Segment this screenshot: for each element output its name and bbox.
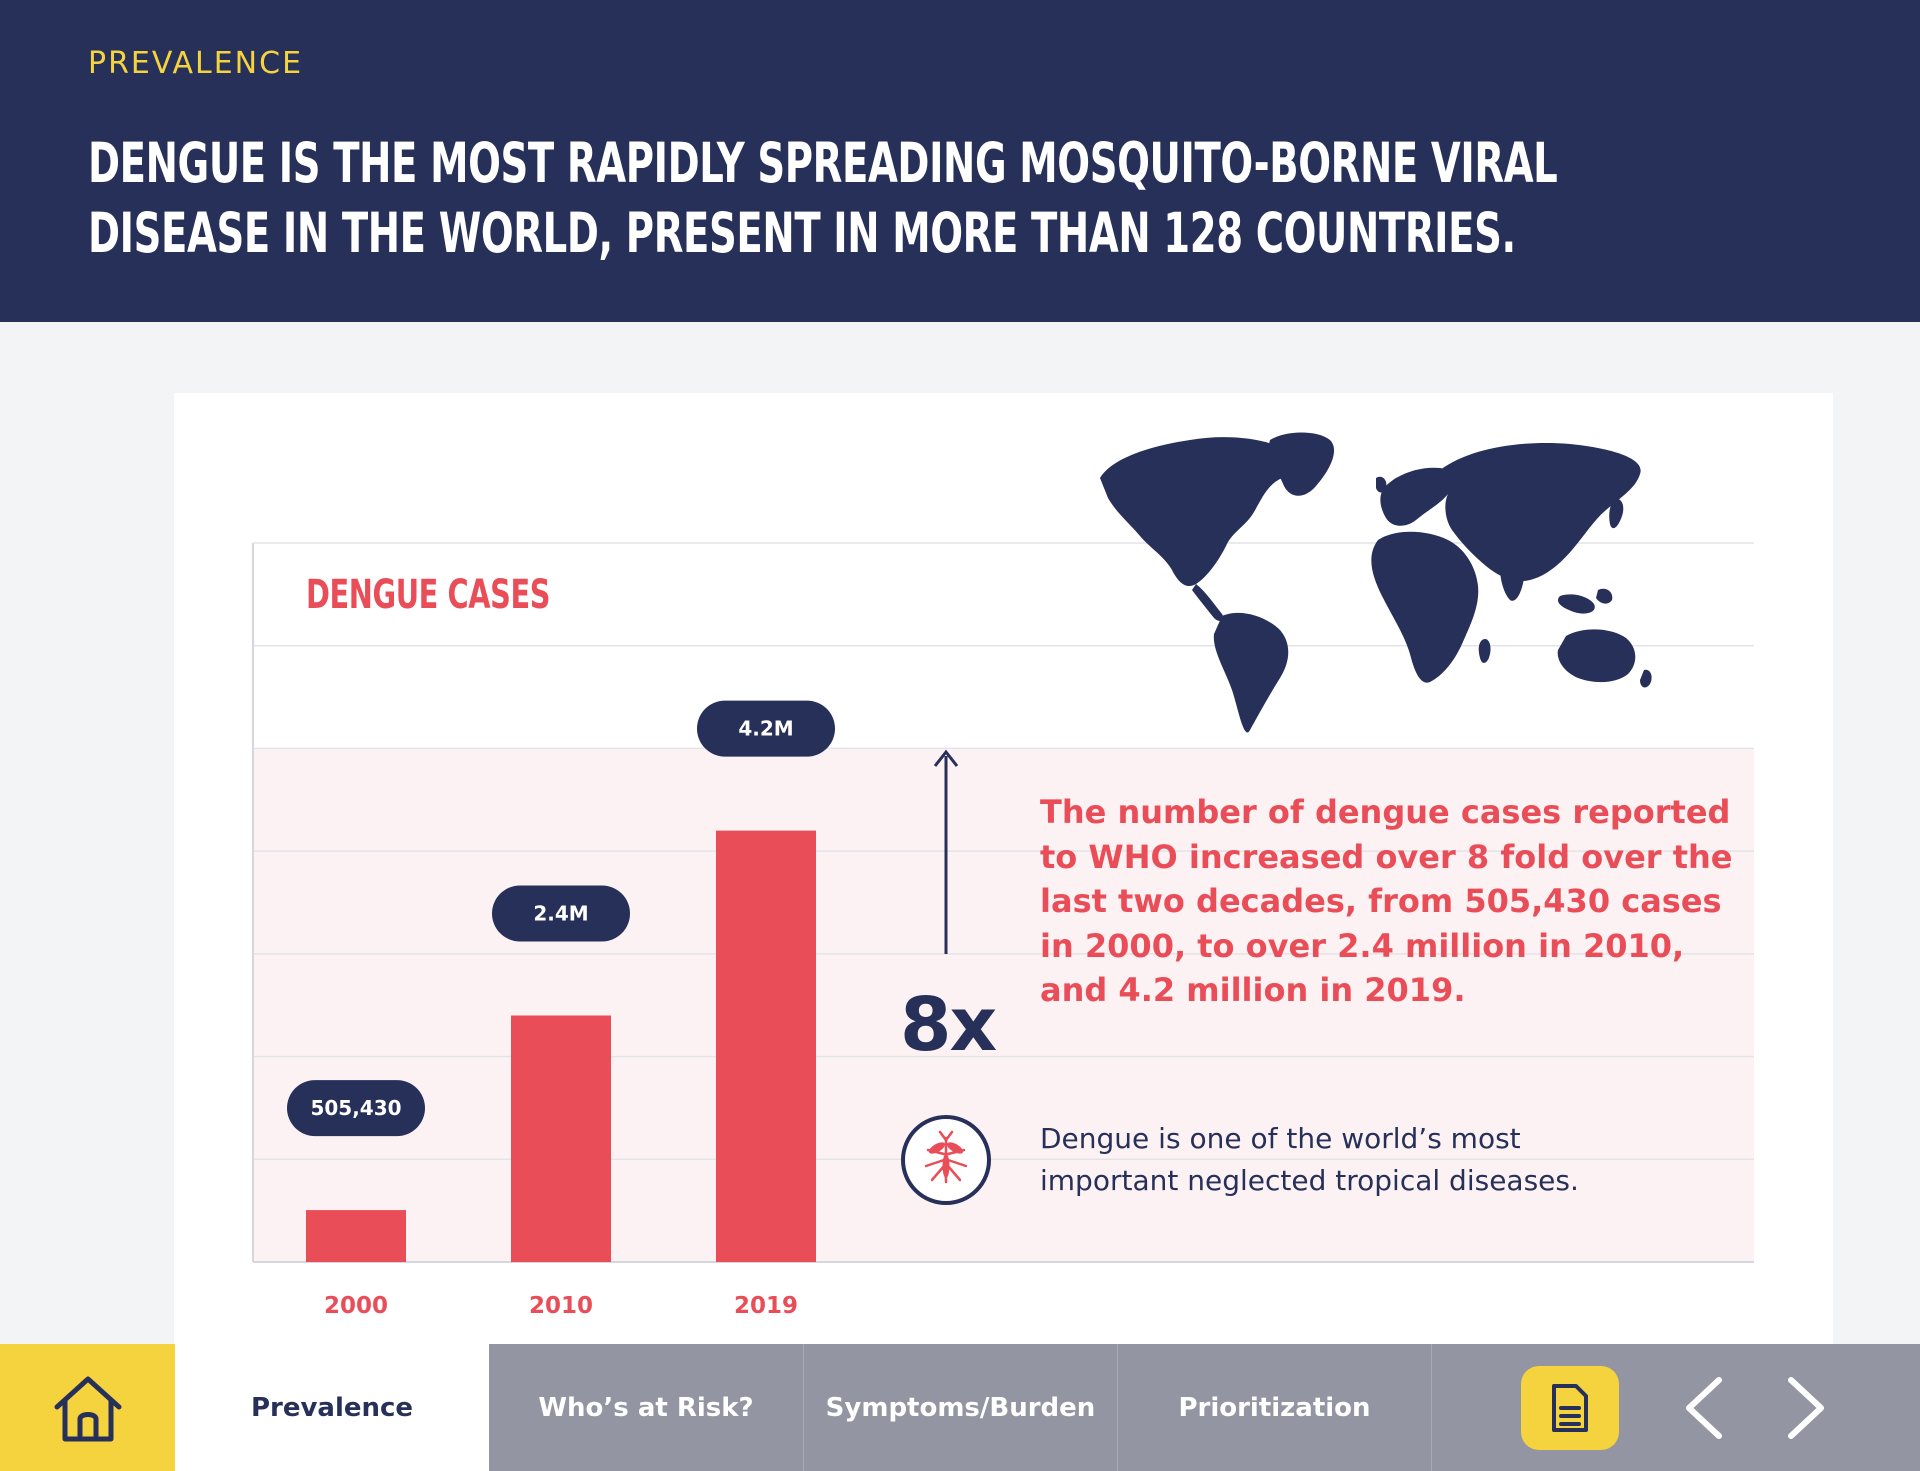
home-icon: [54, 1376, 121, 1441]
data-label-text: 2.4M: [533, 901, 588, 925]
growth-callout-text: The number of dengue cases reported to W…: [1040, 793, 1733, 1009]
prev-button[interactable]: [1674, 1374, 1734, 1442]
next-button[interactable]: [1776, 1374, 1836, 1442]
data-label-2019: 4.2M: [697, 700, 835, 757]
up-arrow-icon: [933, 749, 959, 954]
chart-bar-2010: [511, 1015, 611, 1262]
x-tick-label-2019: 2019: [734, 1293, 798, 1319]
chevron-left-icon: [1686, 1377, 1722, 1439]
data-label-pill: [492, 885, 630, 942]
tab-prevalence[interactable]: Prevalence: [175, 1344, 489, 1471]
tab-symptoms-burden[interactable]: Symptoms/Burden: [803, 1344, 1117, 1471]
data-label-2000: 505,430: [287, 1080, 425, 1137]
home-button[interactable]: [0, 1344, 175, 1471]
tab-prioritization[interactable]: Prioritization: [1117, 1344, 1431, 1471]
bottom-nav: Prevalence Who’s at Risk? Symptoms/Burde…: [0, 1344, 1920, 1471]
data-label-2010: 2.4M: [492, 885, 630, 942]
data-label-text: 4.2M: [738, 717, 793, 741]
section-eyebrow: PREVALENCE: [88, 46, 304, 81]
data-label-text: 505,430: [310, 1096, 401, 1120]
world-map-icon: [1100, 432, 1652, 733]
page-headline: Dengue is the most rapidly spreading mos…: [88, 131, 1558, 265]
chart-title: DENGUE CASES: [306, 572, 551, 618]
growth-multiplier: 8x: [900, 982, 997, 1068]
chart-bar-2000: [306, 1210, 406, 1262]
x-tick-label-2010: 2010: [529, 1293, 593, 1319]
data-label-pill: [697, 700, 835, 757]
x-tick-label-2000: 2000: [324, 1293, 388, 1319]
header-banner: PREVALENCE Dengue is the most rapidly sp…: [0, 0, 1920, 322]
ntd-callout-text: Dengue is one of the world’s most import…: [1040, 1122, 1579, 1197]
chart-bar-2019: [716, 830, 816, 1262]
chart-highlight-band: [253, 748, 1754, 1262]
chevron-right-icon: [1788, 1377, 1824, 1439]
notes-button[interactable]: [1521, 1366, 1619, 1450]
chart-canvas: 505,430 2.4M 4.2M 2000 2010 2019: [252, 432, 1754, 1319]
document-icon: [1552, 1384, 1588, 1432]
data-label-pill: [287, 1080, 425, 1137]
tab-whos-at-risk[interactable]: Who’s at Risk?: [538, 1392, 754, 1423]
mosquito-icon: [901, 1115, 991, 1205]
